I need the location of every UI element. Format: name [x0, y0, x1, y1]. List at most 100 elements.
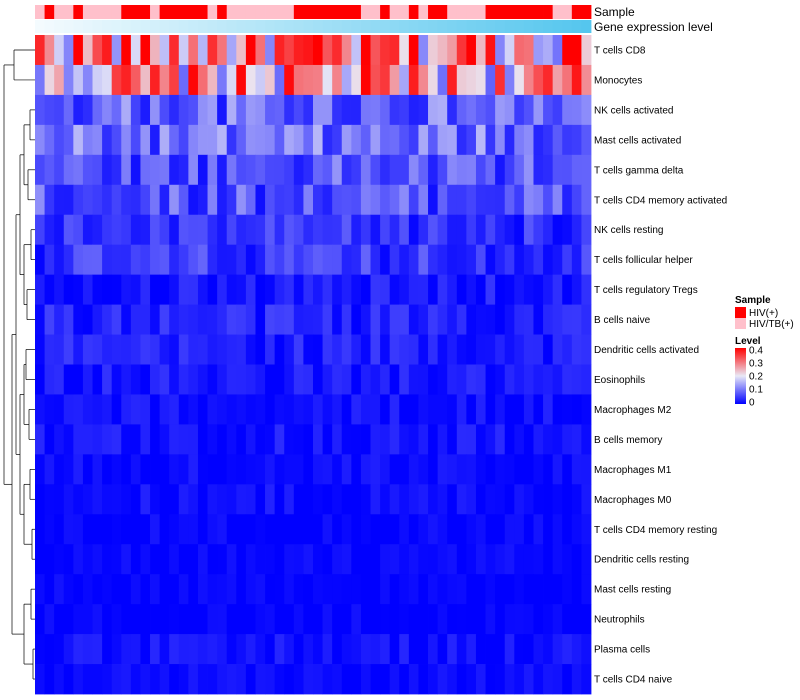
heatmap-cell — [188, 424, 199, 455]
expression-annotation-cell — [571, 20, 582, 33]
heatmap-cell — [197, 244, 208, 276]
heatmap-cell — [293, 484, 304, 515]
heatmap-cell — [495, 274, 506, 305]
heatmap-cell — [159, 574, 170, 605]
heatmap-cell — [245, 634, 256, 665]
heatmap-cell — [370, 364, 381, 395]
heatmap-cell — [111, 394, 122, 425]
level-colorbar — [735, 348, 746, 404]
heatmap-cell — [543, 394, 554, 425]
heatmap-cell — [150, 64, 161, 96]
heatmap-cell — [399, 514, 410, 545]
heatmap-cell — [571, 184, 582, 216]
heatmap-cell — [121, 214, 132, 246]
heatmap-cell — [399, 604, 410, 635]
heatmap-cell — [399, 214, 410, 246]
heatmap-cell — [284, 364, 295, 395]
sample-annotation-cell — [447, 5, 458, 19]
heatmap-cell — [408, 604, 419, 635]
heatmap-cell — [428, 514, 439, 545]
expression-annotation-cell — [475, 20, 486, 33]
heatmap-cell — [504, 274, 515, 305]
heatmap-cell — [73, 394, 84, 425]
heatmap-cell — [437, 514, 448, 545]
heatmap-cell — [102, 574, 113, 605]
heatmap-cell — [437, 184, 448, 216]
heatmap-cell — [485, 664, 496, 695]
heatmap-cell — [73, 184, 84, 216]
heatmap-cell — [178, 364, 189, 395]
heatmap-cell — [82, 544, 93, 575]
heatmap-cell — [293, 304, 304, 335]
heatmap-cell — [456, 634, 467, 665]
heatmap-cell — [389, 94, 400, 126]
heatmap-cell — [332, 334, 343, 365]
heatmap-cell — [169, 154, 180, 186]
heatmap-cell — [351, 154, 362, 186]
heatmap-cell — [466, 244, 477, 276]
heatmap-cell — [169, 664, 180, 695]
heatmap-cell — [293, 244, 304, 276]
heatmap-cell — [130, 214, 141, 246]
heatmap-cell — [63, 214, 74, 246]
heatmap-cell — [188, 244, 199, 276]
heatmap-cell — [207, 424, 218, 455]
heatmap-cell — [533, 394, 544, 425]
heatmap-cell — [418, 514, 429, 545]
heatmap-cell — [408, 184, 419, 216]
heatmap-cell — [447, 484, 458, 515]
heatmap-cell — [111, 154, 122, 186]
heatmap-cell — [82, 484, 93, 515]
heatmap-cell — [178, 634, 189, 665]
heatmap-cell — [408, 364, 419, 395]
heatmap-cell — [351, 424, 362, 455]
heatmap-cell — [504, 334, 515, 365]
heatmap-cell — [265, 94, 276, 126]
heatmap-cell — [408, 274, 419, 305]
heatmap-cell — [418, 544, 429, 575]
heatmap-cell — [102, 244, 113, 276]
heatmap-cell — [178, 35, 189, 66]
heatmap-cell — [255, 484, 266, 515]
row-label: Neutrophils — [594, 615, 645, 626]
heatmap-cell — [73, 154, 84, 186]
heatmap-cell — [92, 184, 103, 216]
heatmap-cell — [73, 664, 84, 695]
heatmap-cell — [562, 604, 573, 635]
sample-annotation-cell — [197, 5, 208, 19]
heatmap-cell — [370, 274, 381, 305]
heatmap-cell — [255, 514, 266, 545]
heatmap-cell — [111, 304, 122, 335]
heatmap-cell — [341, 35, 352, 66]
heatmap-cell — [360, 35, 371, 66]
heatmap-cell — [226, 124, 237, 156]
heatmap-cell — [475, 424, 486, 455]
heatmap-cell — [35, 334, 45, 365]
heatmap-cell — [284, 274, 295, 305]
expression-annotation-cell — [523, 20, 534, 33]
heatmap-cell — [456, 184, 467, 216]
heatmap-cell — [188, 154, 199, 186]
row-label: Macrophages M1 — [594, 465, 672, 476]
heatmap-cell — [82, 154, 93, 186]
heatmap-cell — [226, 514, 237, 545]
expression-annotation-cell — [581, 20, 592, 33]
heatmap-cell — [73, 604, 84, 635]
heatmap-cell — [428, 364, 439, 395]
heatmap-cell — [389, 124, 400, 156]
heatmap-cell — [380, 574, 391, 605]
heatmap-cell — [504, 604, 515, 635]
heatmap-cell — [274, 124, 285, 156]
heatmap-cell — [485, 454, 496, 485]
heatmap-cell — [140, 184, 151, 216]
heatmap-cell — [130, 424, 141, 455]
heatmap-cell — [226, 214, 237, 246]
heatmap-cell — [456, 334, 467, 365]
heatmap-cell — [332, 484, 343, 515]
heatmap-cell — [245, 244, 256, 276]
heatmap-cell — [236, 664, 247, 695]
heatmap-cell — [437, 94, 448, 126]
expression-annotation-cell — [322, 20, 333, 33]
heatmap-cell — [475, 274, 486, 305]
heatmap-cell — [255, 124, 266, 156]
